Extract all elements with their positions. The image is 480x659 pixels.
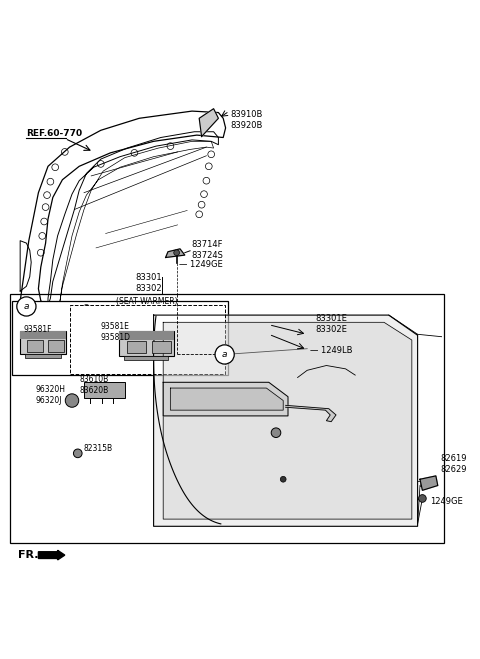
- Text: 82315B: 82315B: [84, 444, 113, 453]
- Bar: [124, 356, 168, 360]
- Bar: [152, 341, 171, 353]
- Circle shape: [215, 345, 234, 364]
- Bar: [10, 293, 444, 543]
- Bar: [48, 340, 64, 352]
- Bar: [119, 331, 174, 357]
- Bar: [12, 301, 228, 375]
- Bar: [70, 304, 225, 374]
- Polygon shape: [170, 388, 283, 410]
- FancyArrow shape: [38, 550, 65, 560]
- Circle shape: [419, 495, 426, 502]
- Text: 83610B
83620B: 83610B 83620B: [79, 375, 108, 395]
- Polygon shape: [199, 109, 218, 136]
- Text: 93581E
93581D: 93581E 93581D: [101, 322, 131, 343]
- Text: (SEAT WARMER): (SEAT WARMER): [116, 297, 177, 306]
- Bar: [27, 340, 43, 352]
- Bar: [127, 341, 146, 353]
- Text: 93581F: 93581F: [23, 325, 51, 334]
- Text: 83301E
83302E: 83301E 83302E: [316, 314, 348, 334]
- Text: REF.60-770: REF.60-770: [26, 129, 83, 138]
- Polygon shape: [166, 249, 185, 258]
- Text: 96320H
96320J: 96320H 96320J: [36, 385, 66, 405]
- Circle shape: [17, 297, 36, 316]
- Polygon shape: [163, 322, 412, 519]
- Circle shape: [73, 449, 82, 457]
- Text: 83714F
83724S: 83714F 83724S: [191, 240, 223, 260]
- Bar: [25, 354, 61, 358]
- Bar: [119, 331, 174, 340]
- Text: 83301
83302: 83301 83302: [135, 273, 162, 293]
- Text: a: a: [222, 350, 228, 359]
- Polygon shape: [163, 382, 288, 416]
- Text: 82619
82629: 82619 82629: [441, 454, 467, 474]
- Text: — 1249LB: — 1249LB: [310, 346, 352, 355]
- Text: 1249GE: 1249GE: [430, 497, 462, 506]
- Text: 83910B
83920B: 83910B 83920B: [230, 109, 263, 130]
- Polygon shape: [420, 476, 438, 490]
- Bar: [84, 382, 125, 397]
- Circle shape: [271, 428, 281, 438]
- Circle shape: [65, 394, 79, 407]
- Bar: [20, 331, 66, 339]
- Text: a: a: [24, 302, 29, 311]
- Text: FR.: FR.: [18, 550, 39, 560]
- Circle shape: [174, 250, 180, 256]
- Text: — 1249GE: — 1249GE: [179, 260, 222, 269]
- Circle shape: [280, 476, 286, 482]
- Polygon shape: [154, 315, 418, 527]
- Bar: [20, 331, 66, 355]
- Polygon shape: [286, 405, 336, 422]
